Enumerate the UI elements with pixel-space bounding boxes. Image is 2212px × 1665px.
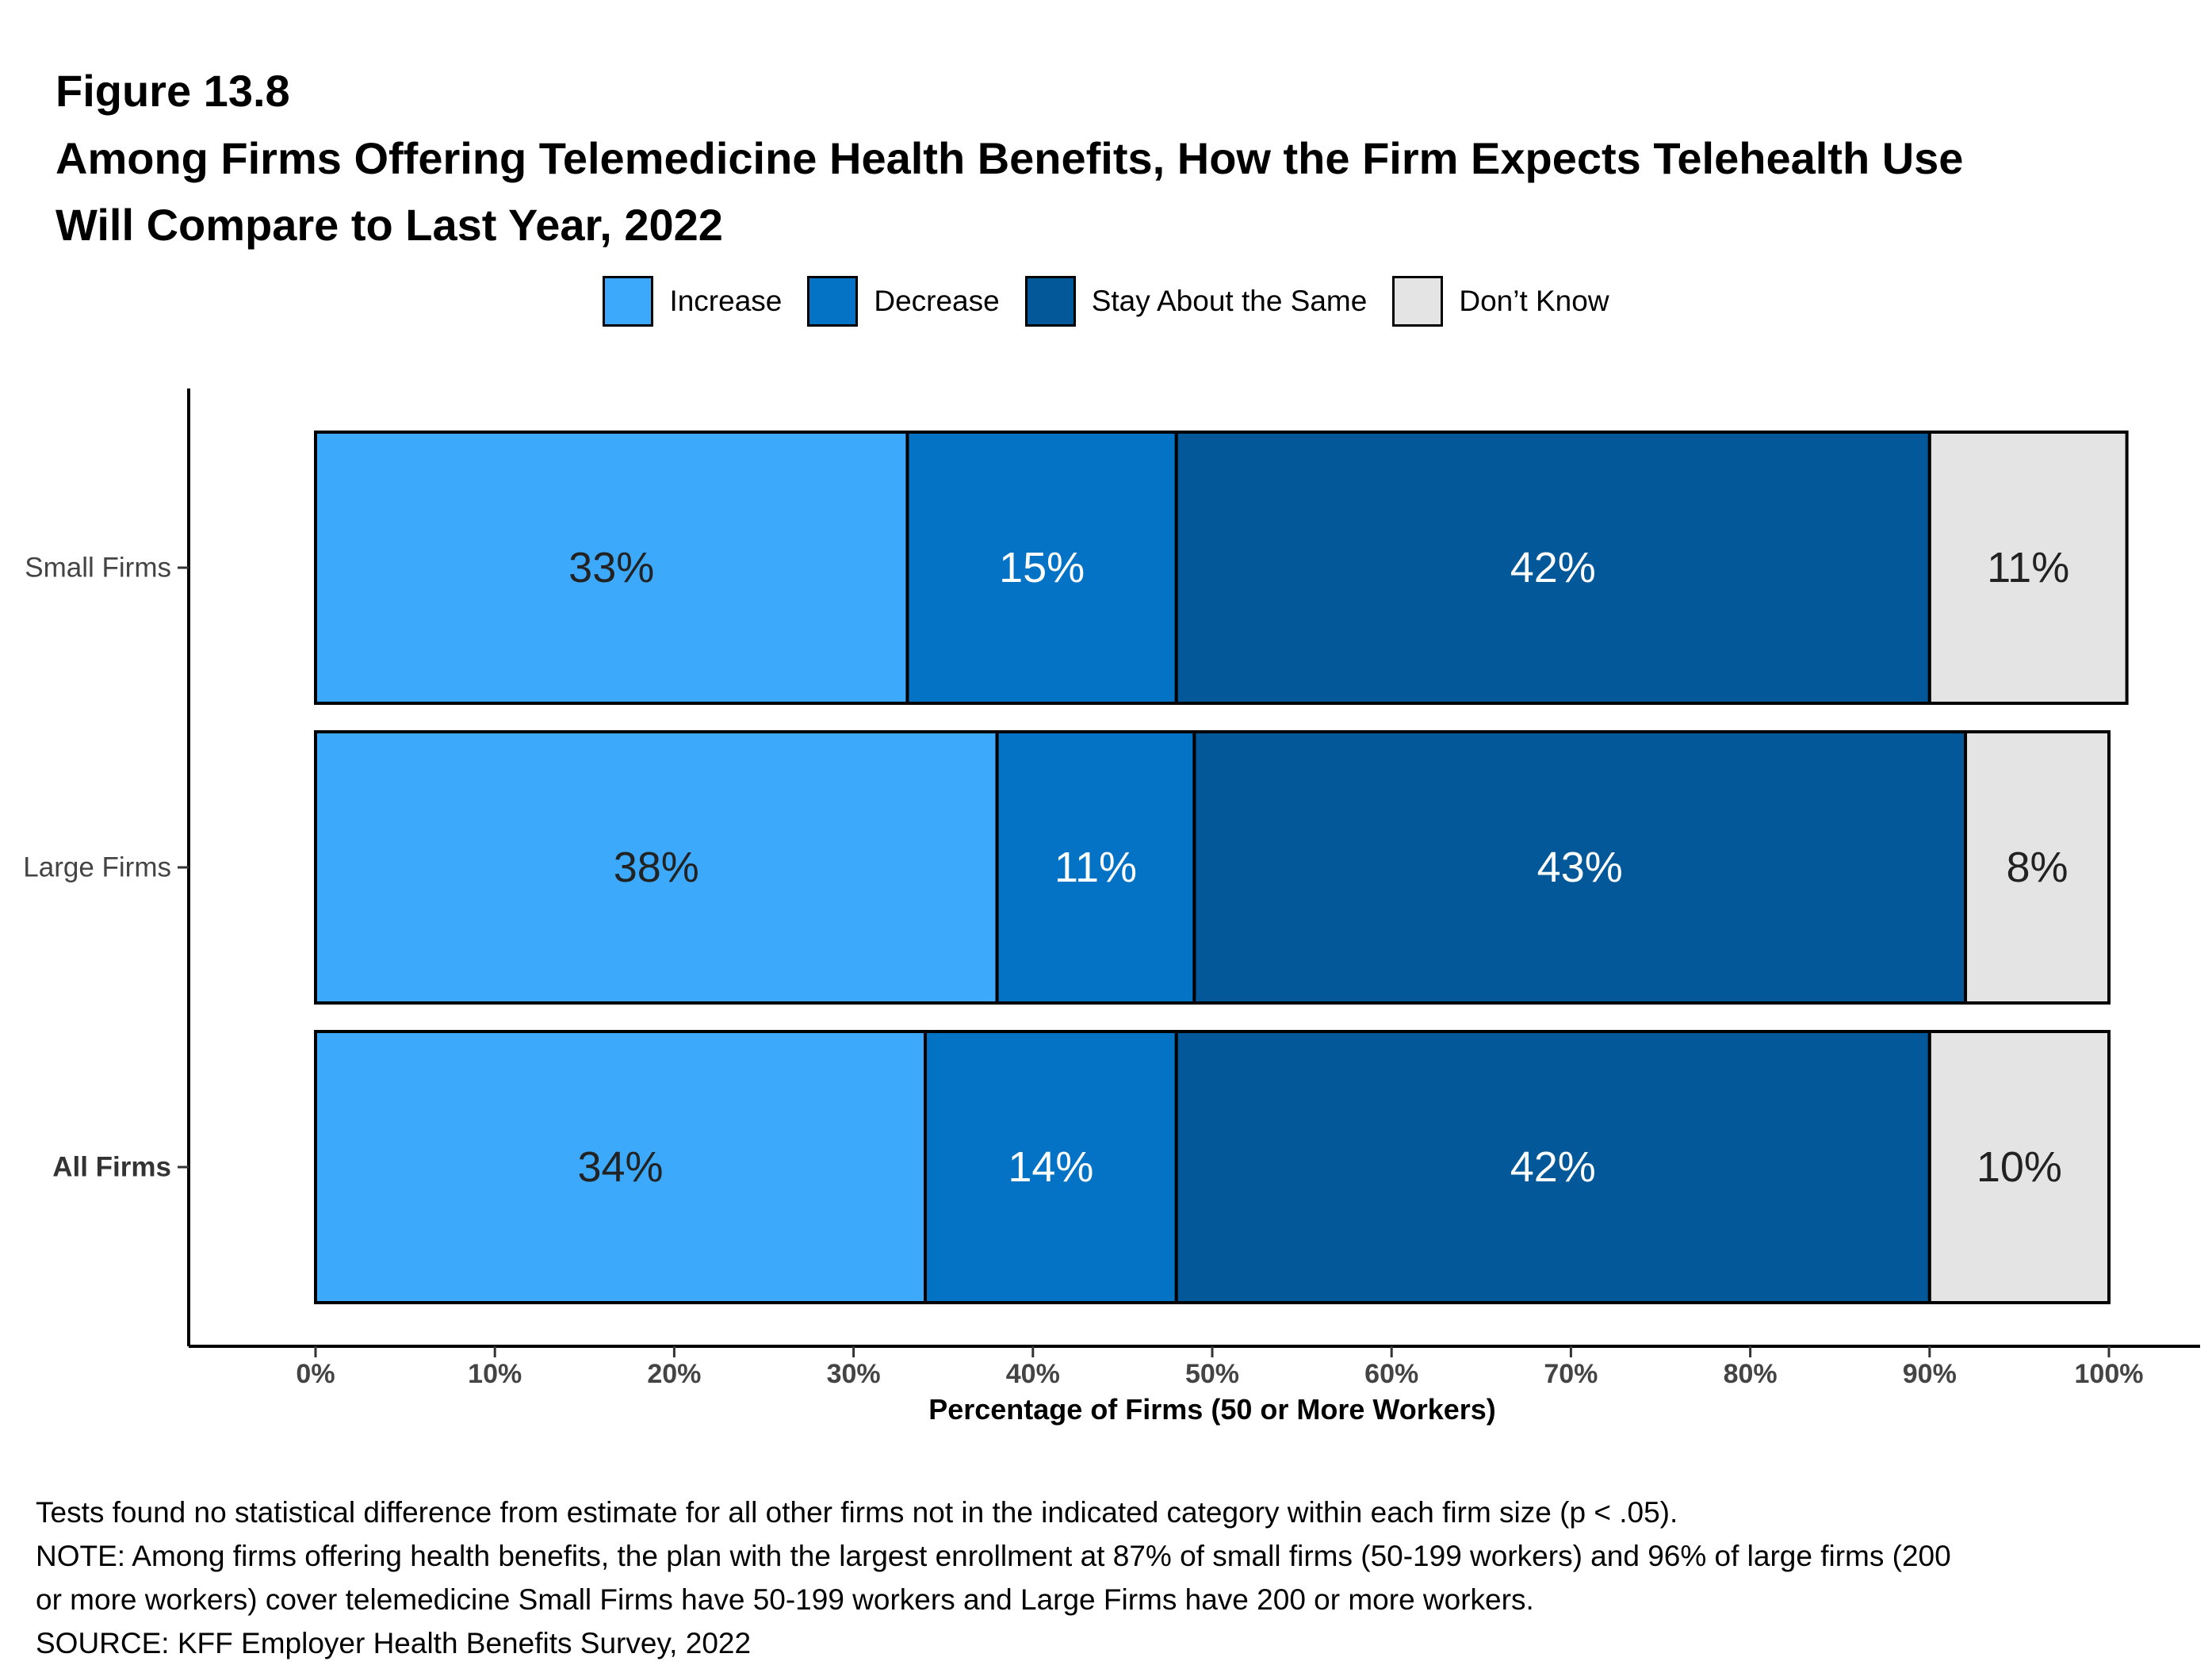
data-label-large-firms-don-t-know: 8% [2006, 844, 2068, 891]
y-tick-label-all-firms: All Firms [52, 1152, 171, 1183]
legend-item-dont-know: Don’t Know [1392, 276, 1609, 327]
note-line-1: NOTE: Among firms offering health benefi… [36, 1540, 1951, 1572]
bar-small-firms-stay-about-the-same [1174, 431, 1931, 705]
source-note: SOURCE: KFF Employer Health Benefits Sur… [36, 1627, 752, 1659]
data-label-all-firms-decrease: 14% [1008, 1143, 1093, 1191]
data-label-all-firms-increase: 34% [577, 1143, 663, 1191]
data-label-all-firms-don-t-know: 10% [1977, 1143, 2062, 1191]
data-label-small-firms-decrease: 15% [999, 544, 1085, 591]
chart-title-line-2: Will Compare to Last Year, 2022 [55, 200, 723, 250]
legend-item-same: Stay About the Same [1024, 276, 1368, 327]
legend-label-same: Stay About the Same [1091, 285, 1368, 317]
legend-label-decrease: Decrease [874, 285, 1000, 317]
legend-swatch-decrease [807, 276, 859, 327]
x-tick-label-20: 20% [647, 1359, 701, 1389]
legend-swatch-increase [603, 276, 654, 327]
data-label-small-firms-increase: 33% [568, 544, 654, 591]
chart-legend: Increase Decrease Stay About the Same Do… [0, 276, 2212, 327]
y-tick-label-large-firms: Large Firms [23, 852, 171, 883]
bar-large-firms-don-t-know [1964, 730, 2111, 1005]
x-tick-label-90: 90% [1903, 1359, 1957, 1389]
bar-small-firms-don-t-know [1927, 431, 2129, 705]
data-label-large-firms-stay-about-the-same: 43% [1537, 844, 1623, 891]
note-line-2: or more workers) cover telemedicine Smal… [36, 1583, 1534, 1616]
x-tick-label-30: 30% [827, 1359, 881, 1389]
note-significance: Tests found no statistical difference fr… [36, 1496, 1678, 1529]
legend-item-increase: Increase [603, 276, 782, 327]
data-label-small-firms-don-t-know: 11% [1987, 544, 2069, 591]
x-tick-label-50: 50% [1185, 1359, 1239, 1389]
data-label-small-firms-stay-about-the-same: 42% [1510, 544, 1596, 591]
x-tick-label-100: 100% [2075, 1359, 2144, 1389]
legend-item-decrease: Decrease [807, 276, 1000, 327]
chart-title: Among Firms Offering Telemedicine Health… [55, 125, 2117, 258]
bar-all-firms-increase [314, 1030, 928, 1304]
x-tick-label-0: 0% [296, 1359, 335, 1389]
chart-title-line-1: Among Firms Offering Telemedicine Health… [55, 133, 1964, 183]
legend-label-dont-know: Don’t Know [1459, 285, 1609, 317]
x-tick-label-60: 60% [1364, 1359, 1418, 1389]
legend-swatch-same [1024, 276, 1076, 327]
bar-all-firms-decrease [924, 1030, 1178, 1304]
bar-large-firms-decrease [995, 730, 1196, 1005]
chart-notes: Tests found no statistical difference fr… [36, 1491, 2176, 1665]
bar-large-firms-increase [314, 730, 999, 1005]
data-label-large-firms-decrease: 11% [1054, 844, 1137, 891]
figure-number: Figure 13.8 [55, 66, 290, 116]
bar-small-firms-decrease [905, 431, 1178, 705]
x-tick-label-40: 40% [1006, 1359, 1060, 1389]
stacked-bar-chart: 33% 15% 42% 11% Small Firms 38% 11% 43% 8% Large … [23, 388, 2200, 1426]
legend-label-increase: Increase [669, 285, 783, 317]
data-label-large-firms-increase: 38% [614, 844, 699, 891]
x-axis-title: Percentage of Firms (50 or More Workers) [928, 1393, 1496, 1426]
bar-all-firms-don-t-know [1927, 1030, 2111, 1304]
bar-all-firms-stay-about-the-same [1174, 1030, 1931, 1304]
legend-swatch-dont-know [1392, 276, 1444, 327]
data-label-all-firms-stay-about-the-same: 42% [1510, 1143, 1596, 1191]
x-tick-label-70: 70% [1544, 1359, 1598, 1389]
y-tick-label-small-firms: Small Firms [25, 553, 171, 584]
bar-small-firms-increase [314, 431, 909, 705]
bar-large-firms-stay-about-the-same [1192, 730, 1968, 1005]
x-tick-label-80: 80% [1724, 1359, 1778, 1389]
x-tick-label-10: 10% [468, 1359, 522, 1389]
